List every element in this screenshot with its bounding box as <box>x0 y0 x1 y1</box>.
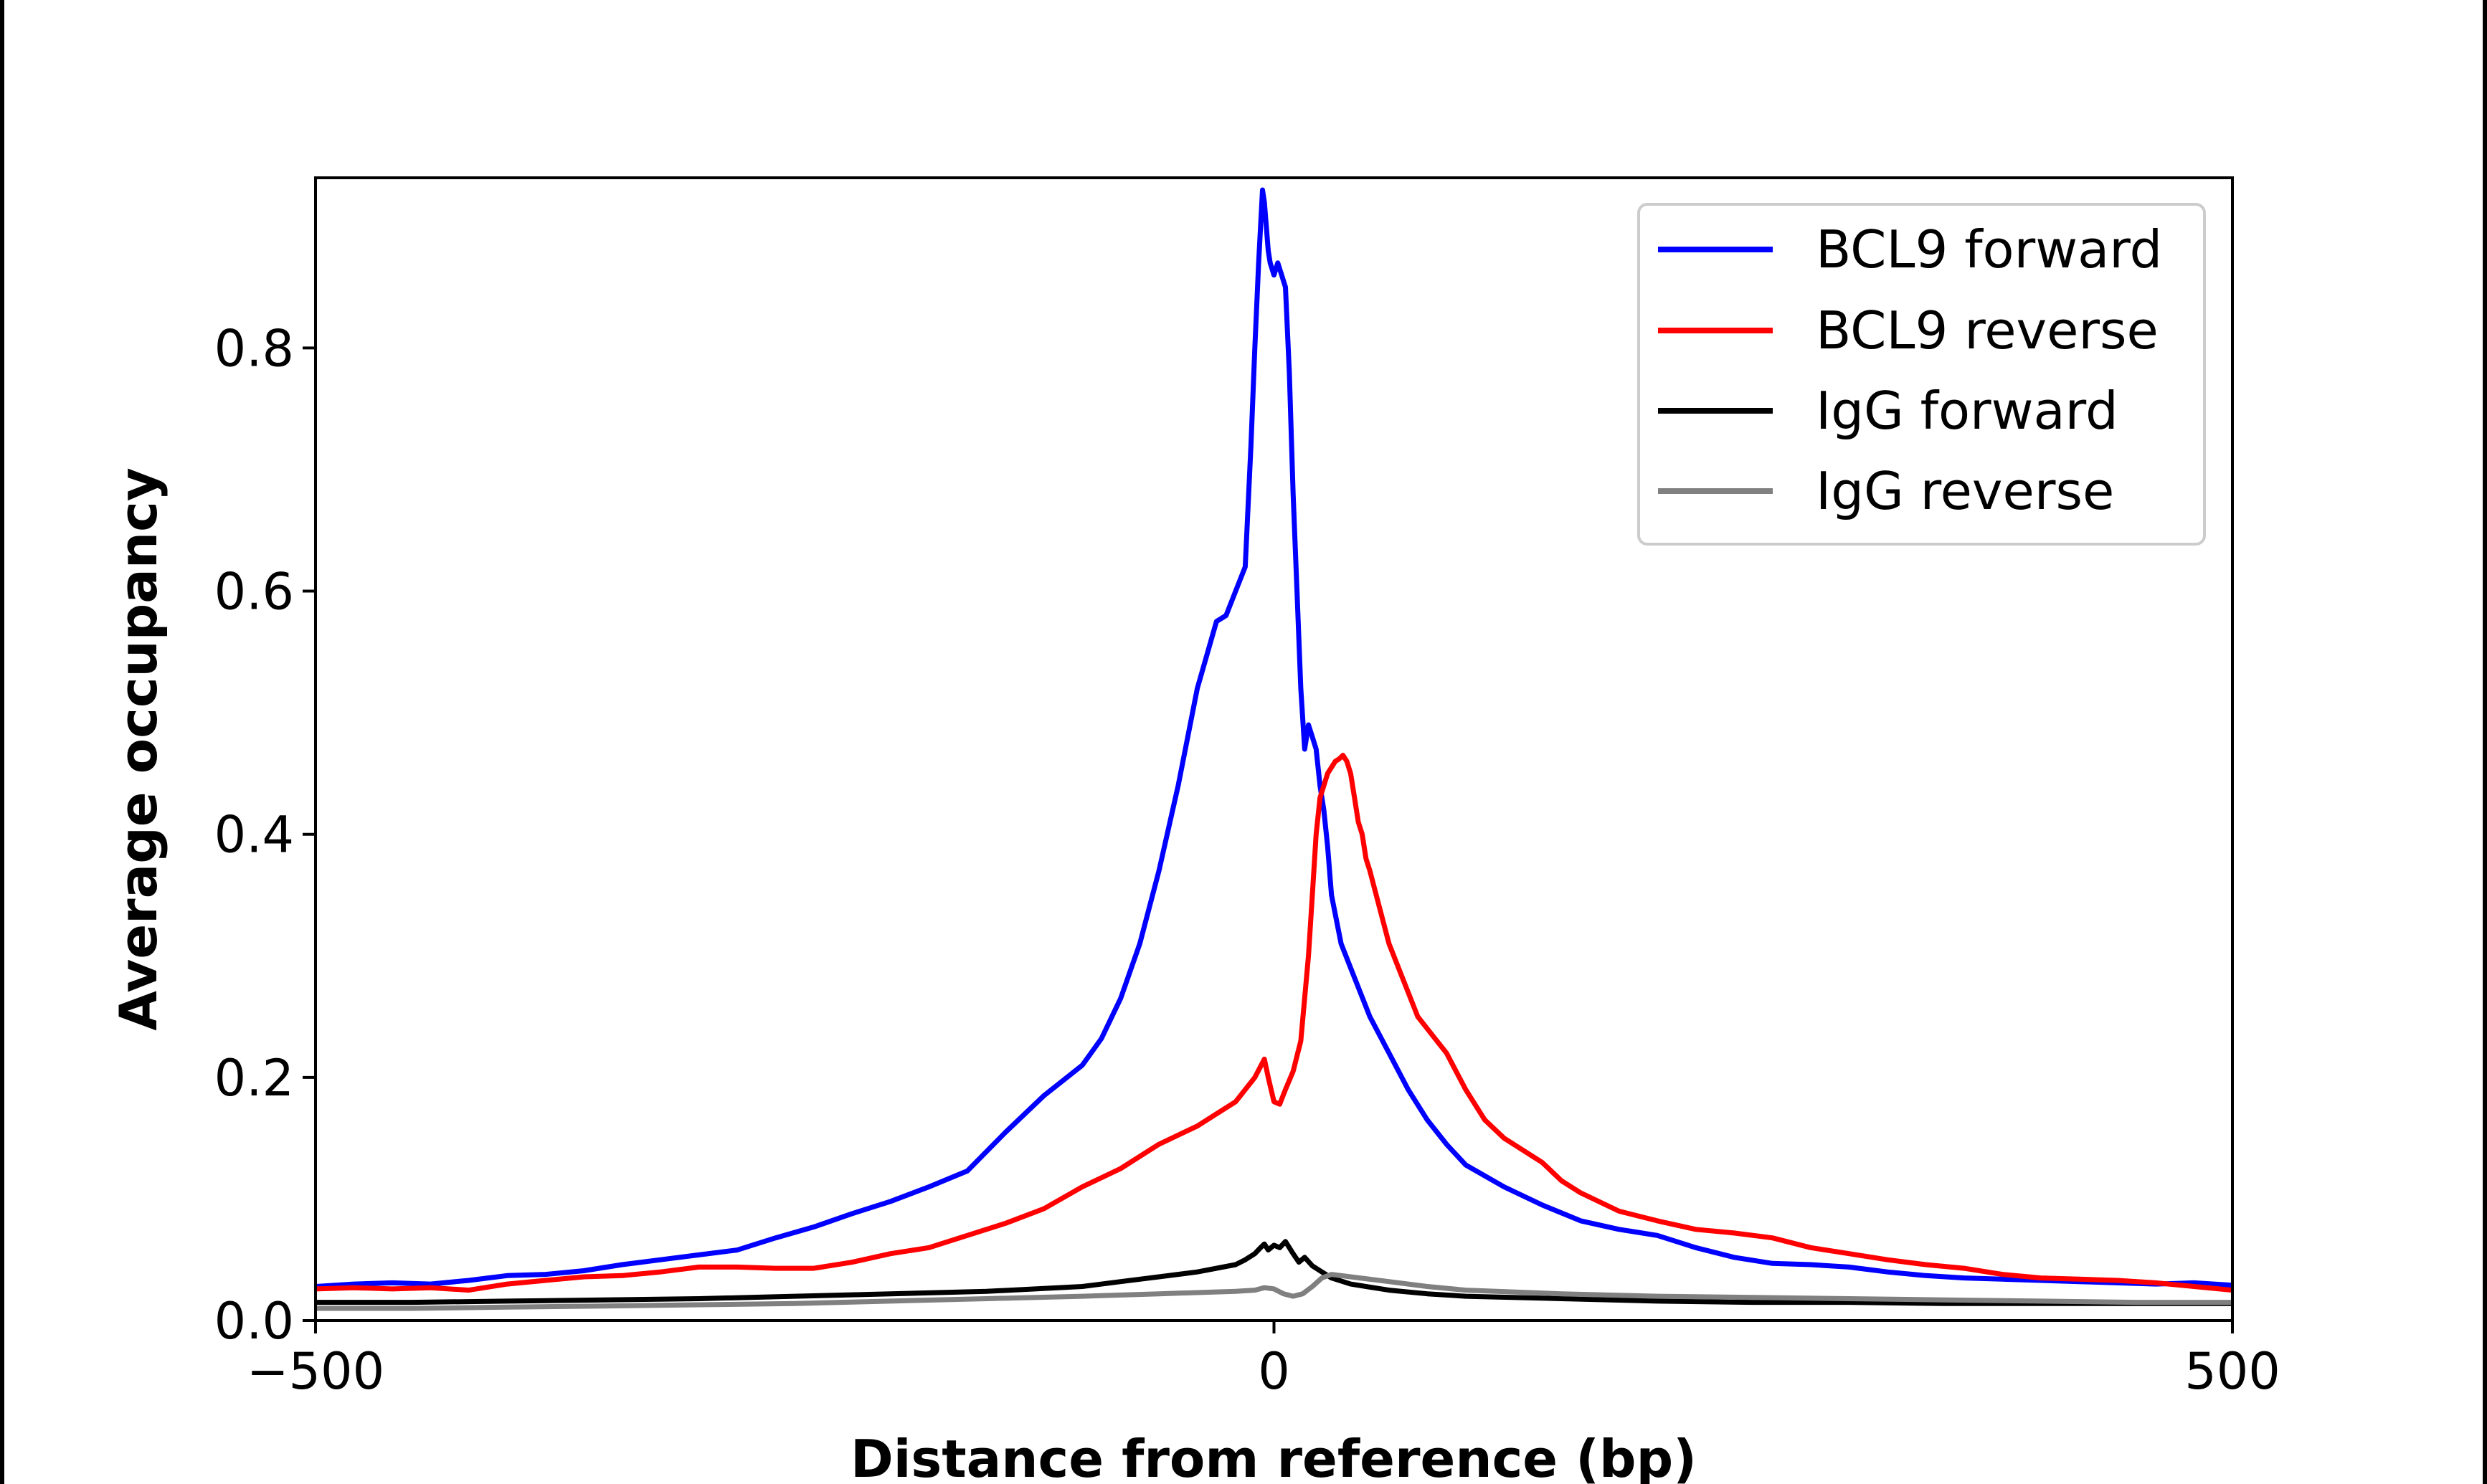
y-axis-title: Average occupancy <box>108 467 169 1031</box>
y-axis: 0.0 0.2 0.4 0.6 0.8 <box>214 319 316 1351</box>
legend-label-bcl9-forward: BCL9 forward <box>1816 219 2162 280</box>
legend-label-igg-reverse: IgG reverse <box>1816 461 2114 521</box>
legend-label-igg-forward: IgG forward <box>1816 381 2118 441</box>
series-layer <box>316 187 2232 1311</box>
legend: BCL9 forward BCL9 reverse IgG forward Ig… <box>1637 203 2206 546</box>
y-tick-label: 0.4 <box>214 806 294 865</box>
legend-label-bcl9-reverse: BCL9 reverse <box>1816 300 2159 361</box>
left-border <box>0 0 4 1484</box>
legend-frame <box>1637 203 2206 546</box>
series-line-bcl9-forward <box>316 187 2232 1289</box>
y-tick-label: 0.6 <box>214 563 294 622</box>
series-line-igg-reverse <box>316 1272 2232 1311</box>
x-tick-label: 500 <box>2184 1342 2280 1401</box>
y-tick-label: 0.2 <box>214 1049 294 1108</box>
y-tick-label: 0.8 <box>214 319 294 378</box>
y-tick-label: 0.0 <box>214 1292 294 1351</box>
x-tick-label: 0 <box>1258 1342 1290 1401</box>
right-border <box>2483 0 2487 1484</box>
x-axis: −500 0 500 <box>247 1321 2280 1401</box>
series-line-igg-forward <box>316 1239 2232 1306</box>
x-axis-title: Distance from reference (bp) <box>851 1429 1697 1484</box>
series-line-bcl9-reverse <box>316 753 2232 1293</box>
x-tick-label: −500 <box>247 1342 384 1401</box>
